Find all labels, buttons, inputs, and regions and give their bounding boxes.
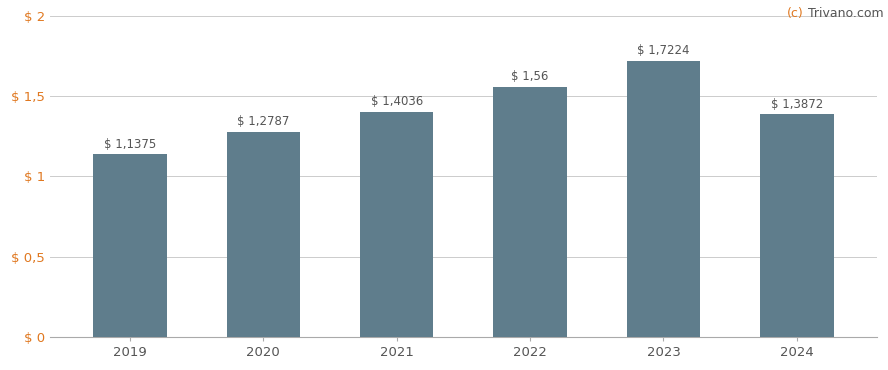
Bar xyxy=(627,61,700,337)
Text: $ 1,4036: $ 1,4036 xyxy=(370,95,423,108)
Bar xyxy=(494,87,567,337)
Text: (c): (c) xyxy=(787,7,804,20)
Text: $ 1,56: $ 1,56 xyxy=(511,70,549,83)
Text: $ 1,1375: $ 1,1375 xyxy=(104,138,156,151)
Bar xyxy=(93,154,167,337)
Bar xyxy=(226,132,300,337)
Bar xyxy=(360,112,433,337)
Bar xyxy=(760,114,834,337)
Text: $ 1,2787: $ 1,2787 xyxy=(237,115,289,128)
Text: $ 1,3872: $ 1,3872 xyxy=(771,98,823,111)
Text: $ 1,7224: $ 1,7224 xyxy=(638,44,690,57)
Text: Trivano.com: Trivano.com xyxy=(804,7,884,20)
